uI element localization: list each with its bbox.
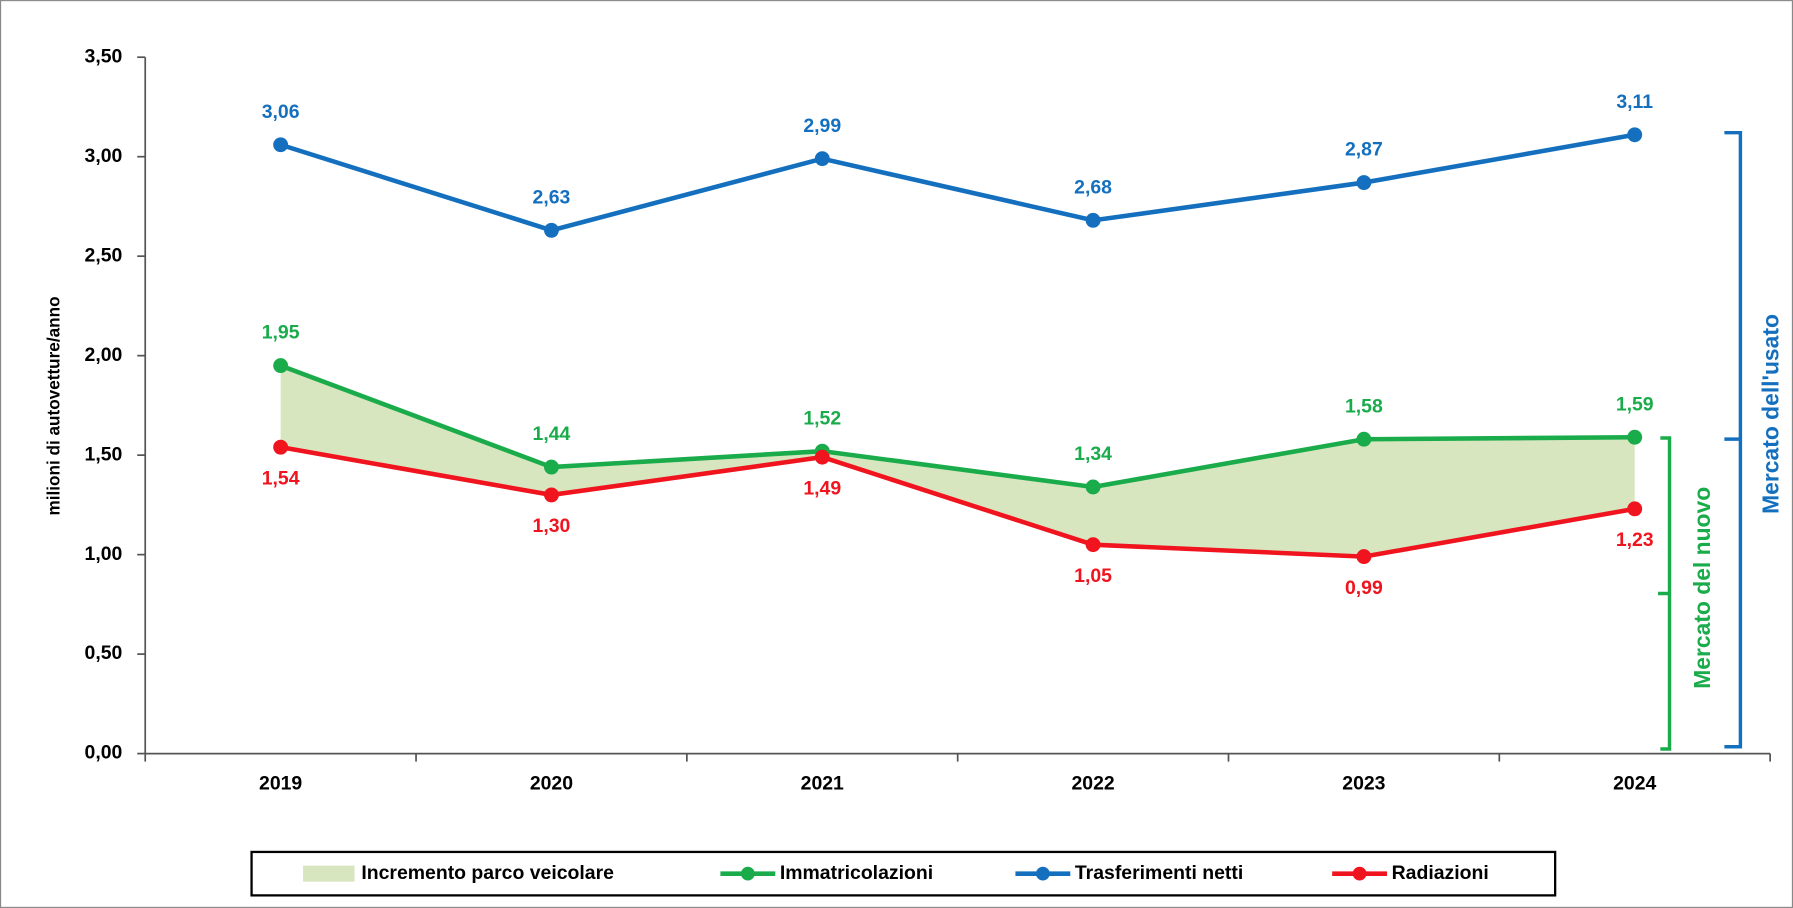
area (280, 365, 1635, 557)
legend-label: Incremento parco veicolare (361, 862, 614, 884)
marker (814, 151, 830, 167)
data-label: 2,99 (803, 115, 841, 137)
x-tick-label: 2021 (801, 773, 844, 795)
legend-marker (740, 866, 755, 881)
marker (1085, 537, 1101, 553)
y-tick-label: 1,50 (85, 443, 123, 465)
marker (1356, 175, 1372, 190)
legend-label: Radiazioni (1392, 862, 1489, 884)
data-label: 1,30 (533, 515, 571, 537)
marker (1356, 549, 1372, 565)
x-tick-label: 2020 (530, 773, 573, 795)
marker (544, 459, 559, 475)
y-tick-label: 3,00 (85, 145, 123, 167)
data-label: 2,63 (533, 186, 571, 208)
marker (1085, 212, 1101, 228)
marker (273, 439, 289, 455)
marker (1085, 479, 1101, 495)
data-label: 1,23 (1616, 529, 1654, 551)
y-tick-label: 0,50 (85, 642, 123, 664)
line (279, 132, 1636, 233)
marker (273, 358, 289, 374)
annotation: Mercato dell'usato (1757, 314, 1783, 514)
data-label: 1,58 (1345, 395, 1383, 417)
marker (1627, 127, 1643, 143)
annotation: Mercato del nuovo (1689, 487, 1715, 689)
bracket-new (1658, 436, 1672, 751)
marker (814, 449, 830, 465)
data-label: 1,52 (803, 407, 841, 429)
data-label: 1,34 (1074, 443, 1112, 465)
line (280, 444, 1636, 559)
y-tick-label: 2,00 (85, 344, 123, 366)
marker (1627, 429, 1643, 445)
legend-label: Immatricolazioni (780, 862, 933, 884)
line (279, 363, 1635, 490)
marker (273, 137, 289, 153)
data-label: 1,95 (262, 322, 300, 344)
data-label: 1,05 (1074, 565, 1112, 587)
data-label: 2,87 (1345, 139, 1383, 161)
data-label: 3,11 (1616, 91, 1653, 113)
legend-label: Trasferimenti netti (1075, 862, 1243, 884)
x-tick-label: 2022 (1071, 773, 1114, 795)
x-tick-label: 2019 (259, 773, 302, 795)
data-label: 1,49 (803, 477, 841, 499)
legend-marker (1352, 866, 1367, 881)
bracket-used (1724, 130, 1743, 749)
data-label: 1,54 (262, 467, 300, 489)
marker (1627, 501, 1643, 517)
data-label: 2,68 (1074, 176, 1112, 198)
y-tick-label: 1,00 (85, 543, 123, 565)
data-label: 3,06 (262, 101, 300, 123)
y-tick-label: 3,50 (85, 45, 123, 67)
legend-marker (1036, 866, 1050, 881)
marker (1356, 431, 1372, 447)
y-tick-label: 2,50 (85, 244, 123, 266)
marker (544, 222, 559, 238)
legend-swatch (303, 865, 355, 882)
y-tick-label: 0,00 (85, 742, 123, 764)
data-label: 0,99 (1345, 577, 1383, 599)
x-tick-label: 2023 (1342, 773, 1385, 795)
data-label: 1,44 (533, 423, 571, 445)
y-axis-label: milioni di autovetture/anno (43, 296, 63, 515)
data-label: 1,59 (1616, 393, 1654, 415)
marker (544, 487, 559, 503)
x-tick-label: 2024 (1613, 773, 1656, 795)
